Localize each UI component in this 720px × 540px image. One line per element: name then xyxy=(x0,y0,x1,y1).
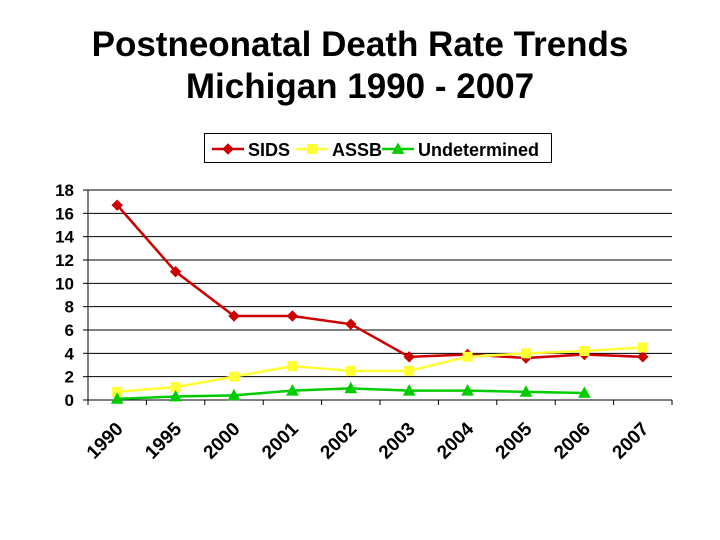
data-point-assb xyxy=(404,365,415,376)
data-point-undetermined xyxy=(169,389,182,402)
x-tick-label: 2000 xyxy=(200,419,245,464)
x-tick-label: 2006 xyxy=(550,419,595,464)
data-point-undetermined xyxy=(110,392,124,404)
data-point-sids xyxy=(111,199,123,211)
data-point-sids xyxy=(228,310,240,322)
x-tick-label: 2005 xyxy=(492,418,537,463)
y-tick-label: 12 xyxy=(55,251,74,270)
legend-marker-undetermined xyxy=(391,142,405,154)
legend-label-undetermined: Undetermined xyxy=(418,140,539,160)
y-tick-label: 2 xyxy=(65,368,74,387)
data-point-assb xyxy=(521,348,531,359)
data-point-undetermined xyxy=(286,384,299,396)
y-tick-label: 18 xyxy=(55,181,74,200)
legend-box xyxy=(204,133,552,163)
x-tick-label: 2003 xyxy=(375,419,420,464)
series-line-sids xyxy=(116,204,643,360)
data-point-undetermined xyxy=(578,386,591,398)
y-tick-label: 4 xyxy=(65,344,75,363)
x-tick-label: 2001 xyxy=(258,418,303,463)
data-point-sids xyxy=(637,351,649,363)
series-line-assb xyxy=(117,346,643,394)
y-tick-label: 14 xyxy=(55,228,74,247)
data-point-assb xyxy=(579,346,590,356)
data-point-undetermined xyxy=(519,385,533,397)
y-tick-label: 6 xyxy=(65,321,74,340)
data-point-undetermined xyxy=(227,388,241,401)
legend-label-sids: SIDS xyxy=(248,140,290,160)
data-point-undetermined xyxy=(402,384,416,396)
x-tick-label: 1995 xyxy=(141,418,186,463)
chart-title-line-2: Michigan 1990 - 2007 xyxy=(185,67,535,106)
data-point-assb xyxy=(287,361,298,372)
legend-marker-assb xyxy=(307,144,317,154)
data-point-sids xyxy=(169,265,182,278)
legend-label-assb: ASSB xyxy=(332,140,382,160)
y-tick-label: 10 xyxy=(55,274,74,293)
data-point-sids xyxy=(286,310,299,322)
y-tick-label: 8 xyxy=(65,298,74,317)
data-point-sids xyxy=(345,318,357,330)
data-point-undetermined xyxy=(344,381,358,394)
x-tick-label: 2007 xyxy=(609,419,654,464)
data-point-sids xyxy=(403,351,415,363)
x-tick-label: 2004 xyxy=(433,418,478,463)
data-point-undetermined xyxy=(461,384,474,396)
x-tick-label: 1990 xyxy=(83,419,128,464)
data-point-assb xyxy=(462,351,473,362)
x-tick-label: 2002 xyxy=(317,419,362,464)
y-tick-label: 16 xyxy=(55,204,74,223)
legend-marker-sids xyxy=(222,143,234,155)
chart-title-line-1: Postneonatal Death Rate Trends xyxy=(91,25,629,64)
data-point-assb xyxy=(637,342,648,353)
chart-title: Postneonatal Death Rate Trends Michigan … xyxy=(0,24,720,108)
data-point-assb xyxy=(229,371,239,382)
data-point-assb xyxy=(345,365,356,376)
y-tick-label: 0 xyxy=(65,391,74,410)
